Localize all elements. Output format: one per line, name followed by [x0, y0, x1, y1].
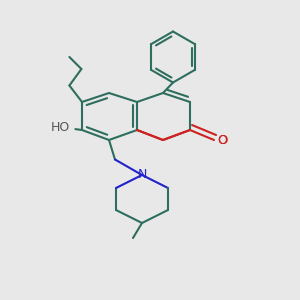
Text: O: O	[218, 134, 228, 147]
Text: HO: HO	[51, 121, 70, 134]
Text: N: N	[137, 169, 147, 182]
Text: O: O	[218, 134, 227, 146]
